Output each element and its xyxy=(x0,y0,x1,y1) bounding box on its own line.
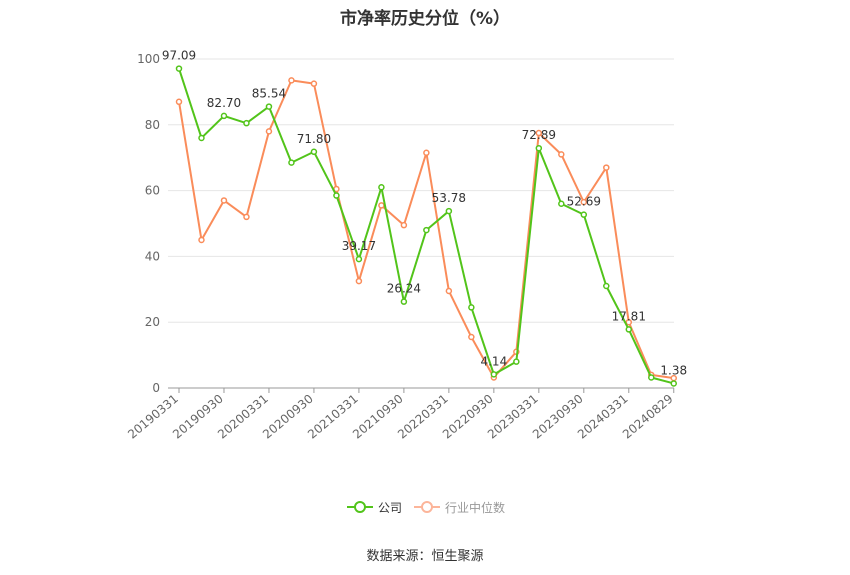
data-label: 4.14 xyxy=(480,354,507,368)
y-tick-label: 60 xyxy=(145,184,160,198)
data-point xyxy=(355,255,363,263)
data-labels: 97.09 82.70 85.54 71.80 39.17 26.24 53.78 4.14 7… xyxy=(162,49,687,378)
data-point xyxy=(603,164,610,171)
legend: 公司 行业中位数 xyxy=(0,497,850,517)
data-point xyxy=(490,371,498,378)
data-point xyxy=(468,304,475,311)
data-point xyxy=(175,65,183,72)
y-tick-label: 80 xyxy=(145,118,160,132)
data-point xyxy=(603,282,610,290)
chart-title: 市净率历史分位（%） xyxy=(339,9,511,29)
legend-label-company: 公司 xyxy=(378,500,403,515)
data-point xyxy=(580,211,588,218)
data-point xyxy=(535,144,543,152)
series-0 xyxy=(175,65,678,387)
legend-company-icon xyxy=(347,501,373,513)
data-point xyxy=(310,80,318,87)
data-point xyxy=(445,287,453,295)
grid-lines xyxy=(168,58,674,323)
data-point xyxy=(288,159,295,166)
data-point xyxy=(265,103,273,110)
data-point xyxy=(310,148,318,156)
data-label: 97.09 xyxy=(162,49,196,63)
data-point xyxy=(175,98,183,106)
legend-item-industry-median[interactable]: 行业中位数 xyxy=(414,497,505,517)
data-point xyxy=(580,198,588,206)
data-point xyxy=(423,149,430,157)
x-tick-label: 20240829 xyxy=(620,392,676,442)
source-note: 数据来源：恒生聚源 xyxy=(366,549,484,564)
data-label: 1.38 xyxy=(660,363,687,377)
data-point xyxy=(400,298,408,305)
data-point xyxy=(378,184,385,191)
legend-industry-icon xyxy=(414,501,440,513)
data-point xyxy=(265,128,273,135)
data-point xyxy=(355,277,363,285)
data-point xyxy=(333,192,340,199)
data-point xyxy=(648,374,655,381)
data-label: 17.81 xyxy=(612,309,646,323)
data-label: 85.54 xyxy=(252,87,286,101)
data-point xyxy=(220,197,228,204)
series-line xyxy=(178,68,675,385)
y-tick-label: 40 xyxy=(145,249,160,263)
data-point xyxy=(558,151,565,158)
data-point xyxy=(513,358,520,365)
data-point xyxy=(625,326,633,333)
data-point xyxy=(243,119,250,127)
data-point xyxy=(198,236,205,244)
data-label: 71.80 xyxy=(297,132,331,146)
legend-item-company[interactable]: 公司 xyxy=(347,497,402,517)
data-label: 39.17 xyxy=(342,239,376,253)
data-point xyxy=(625,318,633,326)
data-label: 82.70 xyxy=(207,96,241,110)
data-label: 26.24 xyxy=(387,282,421,296)
data-label: 72.89 xyxy=(522,128,556,142)
y-tick-label: 100 xyxy=(137,52,160,66)
data-point xyxy=(535,129,543,137)
y-tick-label: 20 xyxy=(145,315,160,329)
data-point xyxy=(445,207,453,215)
data-point xyxy=(288,77,295,84)
series-1 xyxy=(175,77,678,382)
data-label: 52.69 xyxy=(567,195,601,209)
data-point xyxy=(243,213,250,221)
data-point xyxy=(220,112,228,120)
y-tick-label: 0 xyxy=(152,381,160,395)
legend-label-industry-median: 行业中位数 xyxy=(445,500,506,515)
data-point xyxy=(670,380,678,387)
data-point xyxy=(378,202,385,209)
data-point xyxy=(558,200,565,208)
data-point xyxy=(468,333,475,341)
data-point xyxy=(198,134,205,142)
data-label: 53.78 xyxy=(432,191,466,205)
data-point xyxy=(423,226,430,234)
data-point xyxy=(400,221,408,229)
series-lines xyxy=(175,65,678,387)
